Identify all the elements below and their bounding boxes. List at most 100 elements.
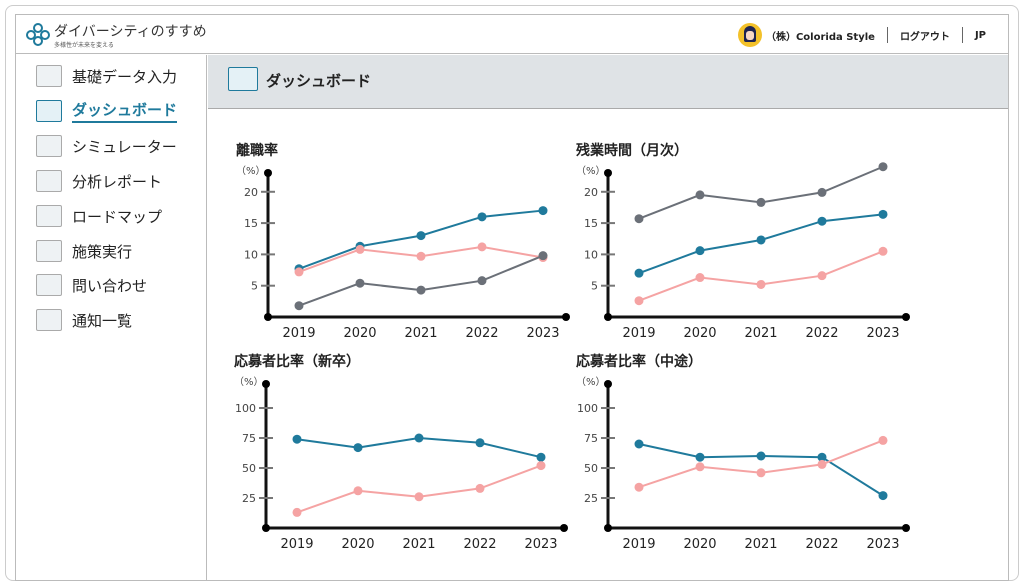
top-header: ダイバーシティのすすめ 多様性が未来を変える （株）Colorida Style… xyxy=(16,15,1008,54)
sidebar-item-4[interactable]: ロードマップ xyxy=(36,205,162,227)
axis-origin-dot xyxy=(604,524,612,532)
language-switch[interactable]: JP xyxy=(974,29,986,41)
data-point-blue xyxy=(475,438,485,448)
sidebar-item-label: 問い合わせ xyxy=(72,276,148,295)
data-point-pink xyxy=(292,507,302,517)
line-chart: （%） 5 10 15 20 2019 2020 2021 2022 2023 xyxy=(236,165,570,341)
sidebar-item-2[interactable]: シミュレーター xyxy=(36,135,177,157)
x-tick-label: 2022 xyxy=(463,537,496,552)
data-point-blue xyxy=(292,434,302,444)
x-tick-label: 2020 xyxy=(341,537,374,552)
sidebar-item-label: ロードマップ xyxy=(72,207,163,226)
divider xyxy=(886,27,888,43)
sidebar-item-label: シミュレーター xyxy=(72,137,177,156)
y-tick-label: 5 xyxy=(591,280,598,293)
data-point-pink xyxy=(294,267,304,277)
data-point-pink xyxy=(416,251,426,261)
axis-end-dot xyxy=(604,380,612,388)
y-tick-label: 20 xyxy=(584,186,598,199)
sidebar-item-label: ダッシュボード xyxy=(72,99,178,123)
x-tick-label: 2023 xyxy=(866,326,899,341)
axis-end-dot xyxy=(560,524,568,532)
chart-title: 残業時間（月次） xyxy=(576,143,688,159)
axis-end-dot xyxy=(902,313,910,321)
sidebar-item-label: 分析レポート xyxy=(72,172,163,191)
x-tick-label: 2023 xyxy=(524,537,557,552)
data-point-blue xyxy=(695,452,705,462)
x-tick-label: 2022 xyxy=(465,326,498,341)
data-point-gray xyxy=(355,278,365,288)
x-tick-label: 2019 xyxy=(622,326,655,341)
y-tick-label: 15 xyxy=(244,217,258,230)
x-tick-label: 2022 xyxy=(805,537,838,552)
page-title: ダッシュボード xyxy=(266,72,372,90)
data-point-pink xyxy=(634,296,644,306)
y-tick-label: 50 xyxy=(584,462,598,475)
simulator-icon xyxy=(36,135,62,157)
data-point-gray xyxy=(538,251,548,261)
page-header: ダッシュボード xyxy=(208,55,1008,109)
y-axis-unit: （%） xyxy=(576,376,606,388)
x-tick-label: 2021 xyxy=(744,326,777,341)
axis-end-dot xyxy=(562,313,570,321)
data-point-gray xyxy=(695,190,705,200)
data-point-pink xyxy=(353,486,363,496)
x-tick-label: 2021 xyxy=(404,326,437,341)
data-point-gray xyxy=(634,214,644,224)
x-tick-label: 2019 xyxy=(282,326,315,341)
axis-end-dot xyxy=(262,380,270,388)
line-chart: （%） 5 10 15 20 2019 2020 2021 2022 2023 xyxy=(576,162,910,341)
y-tick-label: 5 xyxy=(251,280,258,293)
data-point-gray xyxy=(416,285,426,295)
execution-icon xyxy=(36,240,62,262)
y-tick-label: 50 xyxy=(242,462,256,475)
sidebar-item-label: 施策実行 xyxy=(72,242,133,261)
data-point-blue xyxy=(477,212,487,222)
series-line-gray xyxy=(298,254,544,307)
logout-link[interactable]: ログアウト xyxy=(899,31,950,43)
logo-icon[interactable] xyxy=(26,22,50,46)
sidebar-item-7[interactable]: 通知一覧 xyxy=(36,309,132,331)
y-axis-unit: （%） xyxy=(234,376,264,388)
data-point-pink xyxy=(878,435,888,445)
data-point-pink xyxy=(756,279,766,289)
avatar[interactable] xyxy=(737,23,762,47)
data-point-blue xyxy=(416,231,426,241)
dashboard-icon xyxy=(36,100,62,122)
data-point-blue xyxy=(817,216,827,226)
sidebar-item-3[interactable]: 分析レポート xyxy=(36,170,162,192)
y-tick-label: 75 xyxy=(242,432,256,445)
report-icon xyxy=(36,170,62,192)
axis-end-dot xyxy=(902,524,910,532)
data-point-pink xyxy=(695,273,705,283)
data-point-blue xyxy=(756,451,766,461)
chart-title: 離職率 xyxy=(236,143,278,159)
y-tick-label: 100 xyxy=(235,402,256,415)
data-point-gray xyxy=(477,276,487,286)
line-chart: （%） 25 50 75 100 2019 2020 2021 2022 2023 xyxy=(234,376,568,552)
sidebar-item-6[interactable]: 問い合わせ xyxy=(36,274,147,296)
data-point-pink xyxy=(695,462,705,472)
chart-title: 応募者比率（新卒） xyxy=(234,354,360,370)
data-point-pink xyxy=(414,492,424,502)
brand-name[interactable]: ダイバーシティのすすめ xyxy=(54,24,207,40)
series-line-pink xyxy=(638,439,884,489)
y-tick-label: 100 xyxy=(577,402,598,415)
data-point-pink xyxy=(817,459,827,469)
data-point-blue xyxy=(878,491,888,501)
series-line-gray xyxy=(638,165,884,220)
data-point-pink xyxy=(475,483,485,493)
sidebar-item-5[interactable]: 施策実行 xyxy=(36,240,132,262)
data-point-blue xyxy=(634,268,644,278)
divider xyxy=(961,27,963,43)
sidebar-item-1[interactable]: ダッシュボード xyxy=(36,99,178,123)
data-point-pink xyxy=(756,468,766,478)
sidebar-item-0[interactable]: 基礎データ入力 xyxy=(36,65,177,87)
y-axis-unit: （%） xyxy=(236,165,266,177)
data-point-blue xyxy=(353,443,363,453)
data-input-icon xyxy=(36,65,62,87)
y-tick-label: 15 xyxy=(584,217,598,230)
app: ダイバーシティのすすめ 多様性が未来を変える （株）Colorida Style… xyxy=(15,14,1009,581)
data-point-blue xyxy=(414,433,424,443)
data-point-blue xyxy=(536,452,546,462)
